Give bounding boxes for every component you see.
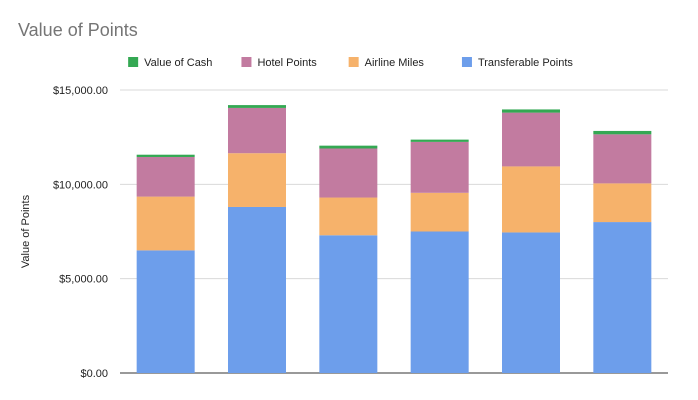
bar-airline-miles-2 (228, 153, 286, 207)
bar-hotel-points-6 (593, 134, 652, 184)
bar-transferable-points-3 (319, 235, 378, 373)
bar-airline-miles-6 (593, 183, 652, 223)
bar-hotel-points-1 (136, 156, 195, 197)
bar-airline-miles-3 (319, 197, 378, 236)
bar-transferable-points-2 (228, 206, 286, 373)
legend-swatch-hotel-points (241, 57, 252, 67)
bar-value-of-cash-3 (319, 145, 378, 149)
bar-hotel-points-4 (410, 141, 469, 193)
bar-transferable-points-4 (410, 231, 469, 373)
y-axis-title: Value of Points (20, 194, 32, 268)
legend-swatch-airline-miles (348, 57, 359, 67)
legend-swatch-value-of-cash (128, 57, 139, 67)
legend-label-value-of-cash: Value of Cash (144, 57, 212, 69)
bar-airline-miles-4 (410, 192, 469, 232)
bar-transferable-points-5 (502, 232, 560, 373)
bar-transferable-points-1 (136, 250, 195, 373)
bar-value-of-cash-2 (228, 105, 286, 108)
y-tick-label: $5,000.00 (59, 274, 108, 286)
bar-hotel-points-2 (228, 107, 286, 154)
legend-label-hotel-points: Hotel Points (257, 57, 317, 69)
bar-value-of-cash-4 (410, 139, 469, 142)
y-tick-label: $0.00 (80, 368, 108, 380)
bar-transferable-points-6 (593, 222, 652, 373)
y-tick-label: $10,000.00 (53, 179, 108, 191)
bar-hotel-points-5 (502, 112, 560, 167)
bar-value-of-cash-6 (593, 130, 652, 135)
bar-airline-miles-1 (136, 196, 195, 251)
bar-hotel-points-3 (319, 148, 378, 198)
legend-label-transferable-points: Transferable Points (478, 57, 573, 69)
chart-title: Value of Points (18, 20, 138, 40)
y-tick-label: $15,000.00 (53, 85, 108, 97)
legend-swatch-transferable-points (461, 57, 472, 67)
bar-value-of-cash-5 (502, 109, 560, 113)
bar-value-of-cash-1 (136, 154, 195, 157)
legend-label-airline-miles: Airline Miles (365, 57, 425, 69)
bar-airline-miles-5 (502, 166, 560, 233)
